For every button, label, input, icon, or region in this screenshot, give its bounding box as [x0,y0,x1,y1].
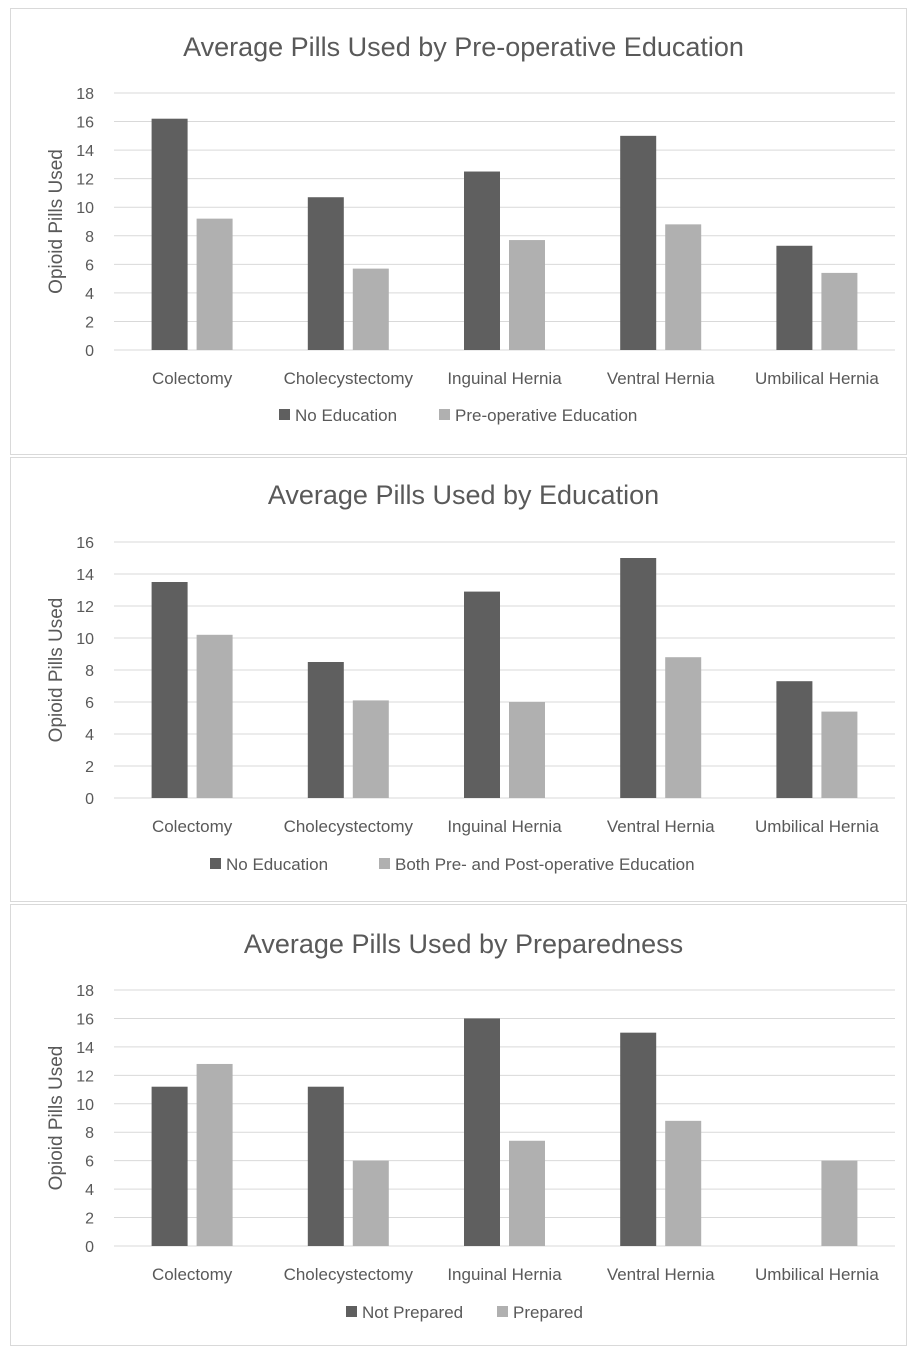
bar-prepared-ventral-hernia [665,1120,702,1246]
y-tick-label: 12 [76,172,94,189]
category-label: Cholecystectomy [284,1265,414,1284]
y-tick-label: 4 [85,727,94,744]
legend-label: Prepared [513,1303,583,1322]
y-tick-label: 16 [76,1011,94,1028]
y-tick-label: 2 [85,759,94,776]
bar-both-pre-and-post-operative-education-inguinal-hernia [509,702,545,798]
category-label: Colectomy [152,817,233,836]
y-tick-label: 8 [85,229,94,246]
bar-not-prepared-colectomy [151,1086,188,1246]
bar-not-prepared-cholecystectomy [307,1086,344,1246]
bar-prepared-colectomy [196,1063,233,1246]
chart-preparedness: Average Pills Used by Preparedness 0 2 4 6 8 1… [46,929,895,1322]
y-tick-label: 18 [76,983,94,1000]
category-label: Ventral Hernia [607,1265,715,1284]
y-tick-label: 6 [85,695,94,712]
category-label: Umbilical Hernia [755,817,879,836]
bar-pre-operative-education-cholecystectomy [352,268,389,350]
category-label: Inguinal Hernia [447,1265,562,1284]
y-tick-label: 12 [76,1068,94,1085]
legend-label: No Education [226,855,328,874]
category-label: Cholecystectomy [284,817,414,836]
bar-pre-operative-education-ventral-hernia [665,224,702,350]
category-label: Cholecystectomy [284,369,414,388]
y-tick-label: 16 [76,535,94,552]
bar-not-prepared-ventral-hernia [620,1032,657,1246]
legend-swatch [439,409,450,420]
y-tick-label: 14 [76,1040,94,1057]
category-label: Colectomy [152,369,233,388]
category-label: Inguinal Hernia [447,369,562,388]
y-tick-label: 10 [76,200,94,217]
bar-no-education-inguinal-hernia [464,171,500,350]
y-tick-label: 18 [76,86,94,103]
y-tick-label: 14 [76,143,94,160]
y-axis-label: Opioid Pills Used [46,1046,67,1191]
y-tick-label: 10 [76,631,94,648]
y-tick-label: 0 [85,791,94,808]
bar-no-education-cholecystectomy [307,662,344,798]
y-tick-label: 6 [85,1154,94,1171]
y-tick-label: 2 [85,314,94,331]
legend-label: Pre-operative Education [455,406,637,425]
y-tick-label: 0 [85,1239,94,1256]
y-tick-label: 4 [85,286,94,303]
y-tick-label: 8 [85,1125,94,1142]
chart-panel-pre-operative-education: Average Pills Used by Pre-operative Educ… [10,8,907,455]
bar-not-prepared-inguinal-hernia [464,1018,500,1246]
y-tick-label: 16 [76,115,94,132]
bar-no-education-umbilical-hernia [776,245,813,350]
bar-both-pre-and-post-operative-education-ventral-hernia [665,657,702,798]
y-tick-label: 12 [76,599,94,616]
category-label: Inguinal Hernia [447,817,562,836]
y-axis-label: Opioid Pills Used [46,598,67,743]
bar-no-education-inguinal-hernia [464,591,500,798]
legend-swatch [497,1306,508,1317]
y-tick-label: 2 [85,1211,94,1228]
category-label: Ventral Hernia [607,369,715,388]
bar-prepared-umbilical-hernia [821,1160,858,1246]
legend-swatch [379,858,390,869]
y-tick-label: 10 [76,1097,94,1114]
y-tick-label: 0 [85,343,94,360]
bar-prepared-inguinal-hernia [509,1140,545,1246]
bar-no-education-colectomy [151,582,188,798]
legend-label: Not Prepared [362,1303,463,1322]
y-tick-label: 14 [76,567,94,584]
chart-panel-education: Average Pills Used by Education 0 2 4 6 8 10 12… [10,457,907,902]
bar-pre-operative-education-umbilical-hernia [821,272,858,350]
bar-both-pre-and-post-operative-education-cholecystectomy [352,700,389,798]
chart-pre-operative-education: Average Pills Used by Pre-operative Educ… [46,32,895,425]
chart-title: Average Pills Used by Preparedness [244,929,683,959]
chart-title: Average Pills Used by Pre-operative Educ… [183,32,744,62]
y-tick-label: 6 [85,257,94,274]
bar-prepared-cholecystectomy [352,1160,389,1246]
bar-both-pre-and-post-operative-education-umbilical-hernia [821,711,858,798]
category-label: Umbilical Hernia [755,369,879,388]
bar-no-education-cholecystectomy [307,197,344,350]
bar-both-pre-and-post-operative-education-colectomy [196,634,233,798]
legend-label: No Education [295,406,397,425]
legend-label: Both Pre- and Post-operative Education [395,855,695,874]
bar-pre-operative-education-colectomy [196,218,233,350]
chart-title: Average Pills Used by Education [268,480,659,510]
y-axis-label: Opioid Pills Used [46,149,67,294]
bar-no-education-colectomy [151,118,188,350]
legend-swatch [210,858,221,869]
bar-no-education-ventral-hernia [620,558,657,798]
chart-panel-preparedness: Average Pills Used by Preparedness 0 2 4 6 8 1… [10,904,907,1346]
legend-swatch [346,1306,357,1317]
bar-no-education-umbilical-hernia [776,681,813,798]
bar-pre-operative-education-inguinal-hernia [509,240,545,350]
y-tick-label: 4 [85,1182,94,1199]
bar-no-education-ventral-hernia [620,135,657,350]
chart-education: Average Pills Used by Education 0 2 4 6 8 10 12… [46,480,895,874]
category-label: Umbilical Hernia [755,1265,879,1284]
category-label: Colectomy [152,1265,233,1284]
legend-swatch [279,409,290,420]
y-tick-label: 8 [85,663,94,680]
category-label: Ventral Hernia [607,817,715,836]
